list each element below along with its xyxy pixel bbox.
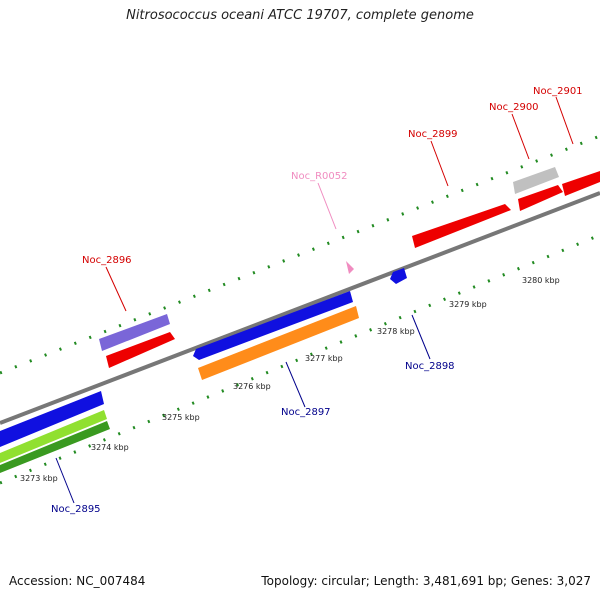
- accession-text: Accession: NC_007484: [9, 574, 146, 588]
- scale-label-3277: 3277 kbp: [305, 354, 343, 363]
- gene-bar-noc-2895-lightgreen: [0, 410, 107, 463]
- gene-bar-noc-2899: [412, 204, 511, 248]
- gene-bar-pseudo-grey: [513, 167, 559, 194]
- callout-noc-2897: [285, 361, 306, 408]
- gene-bar-noc-2896: [106, 332, 175, 368]
- gene-label-noc-2896: Noc_2896: [82, 255, 132, 266]
- genome-summary-text: Topology: circular; Length: 3,481,691 bp…: [261, 574, 591, 588]
- callout-noc-2895: [55, 457, 75, 504]
- scale-label-3278: 3278 kbp: [377, 327, 415, 336]
- gene-bar-noc-2898: [390, 268, 407, 284]
- callout-noc-2900: [511, 113, 530, 160]
- gene-bar-noc-2895-green: [0, 421, 110, 473]
- gene-bar-noc-2897-blue: [193, 291, 353, 360]
- callout-noc-2896: [105, 266, 127, 312]
- scale-label-3273: 3273 kbp: [20, 474, 58, 483]
- scale-label-3279: 3279 kbp: [449, 300, 487, 309]
- gene-bar-noc-2901: [562, 171, 600, 196]
- gene-bar-noc-r0052: [346, 261, 354, 274]
- callout-noc-2898: [411, 314, 431, 360]
- gene-label-noc-r0052: Noc_R0052: [291, 171, 348, 182]
- gene-label-noc-2898: Noc_2898: [405, 361, 455, 372]
- gene-bar-noc-2900: [518, 185, 563, 211]
- scale-label-3276: 3276 kbp: [233, 382, 271, 391]
- gene-label-noc-2900: Noc_2900: [489, 102, 539, 113]
- gene-bar-noc-2897-orange: [198, 306, 359, 380]
- genome-title: Nitrosococcus oceani ATCC 19707, complet…: [126, 8, 474, 23]
- lower-tick-row: [0, 233, 600, 485]
- gene-label-noc-2897: Noc_2897: [281, 407, 331, 418]
- genome-backbone: [0, 191, 600, 425]
- gene-label-noc-2899: Noc_2899: [408, 129, 458, 140]
- callout-noc-2901: [555, 96, 574, 145]
- callout-noc-r0052: [317, 182, 337, 230]
- gene-bar-noc-2895-blue: [0, 391, 104, 447]
- scale-label-3274: 3274 kbp: [91, 443, 129, 452]
- gene-bar-purple: [99, 314, 170, 351]
- scale-label-3275: 3275 kbp: [162, 413, 200, 422]
- gene-label-noc-2895: Noc_2895: [51, 504, 101, 515]
- gene-label-noc-2901: Noc_2901: [533, 86, 583, 97]
- callout-noc-2899: [430, 140, 449, 187]
- scale-label-3280: 3280 kbp: [522, 276, 560, 285]
